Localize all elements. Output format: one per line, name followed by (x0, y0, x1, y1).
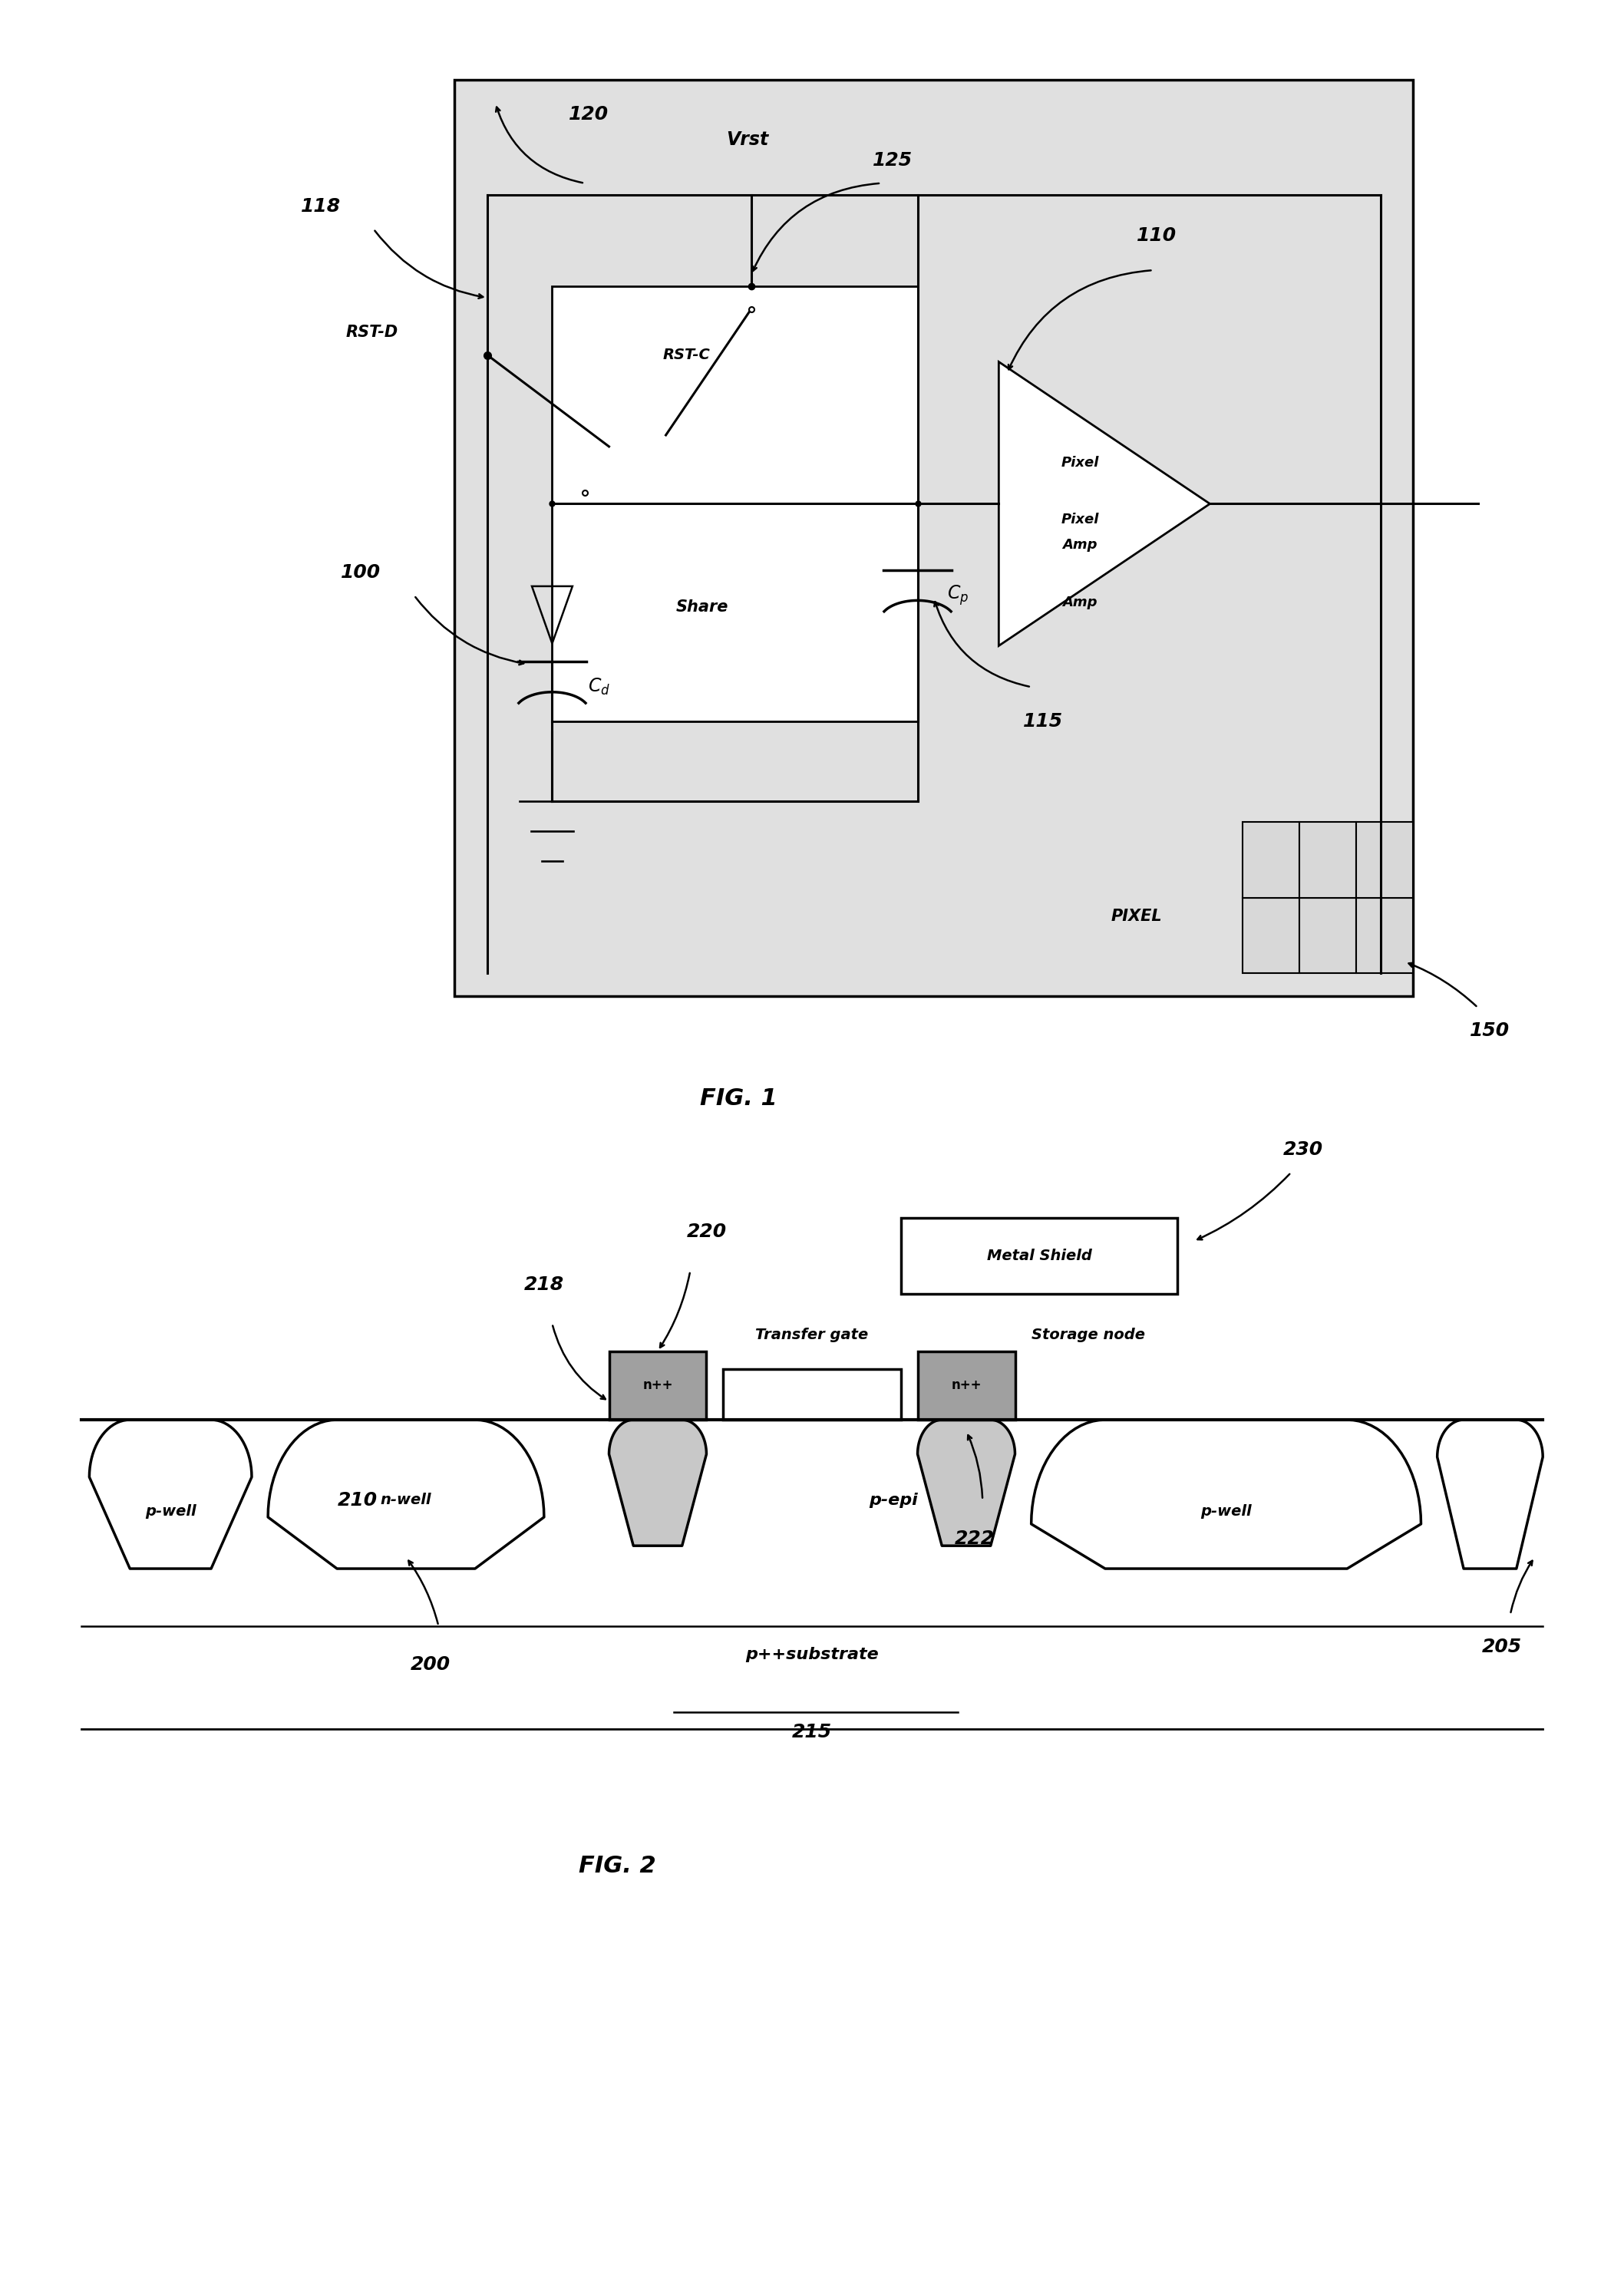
Text: p-epi: p-epi (869, 1493, 918, 1507)
Text: p++substrate: p++substrate (745, 1647, 879, 1663)
Text: 222: 222 (955, 1530, 994, 1548)
Bar (1356, 898, 1413, 973)
Text: 150: 150 (1470, 1021, 1510, 1040)
Polygon shape (918, 1420, 1015, 1546)
Text: 210: 210 (338, 1491, 377, 1509)
Bar (455, 80, 1413, 996)
Polygon shape (609, 1420, 706, 1546)
Text: 220: 220 (687, 1223, 728, 1241)
Bar (1299, 898, 1356, 973)
Text: Pixel: Pixel (1060, 456, 1099, 469)
Text: n++: n++ (643, 1379, 672, 1392)
Text: 110: 110 (1137, 227, 1177, 245)
Text: RST-C: RST-C (663, 348, 710, 362)
Text: Transfer gate: Transfer gate (755, 1328, 869, 1342)
Text: Amp: Amp (1062, 538, 1098, 552)
Bar (723, 1369, 901, 1420)
Bar (1356, 822, 1413, 898)
Text: 205: 205 (1483, 1637, 1522, 1656)
Text: 120: 120 (568, 105, 609, 124)
Text: p-well: p-well (1200, 1505, 1252, 1518)
Text: FIG. 2: FIG. 2 (578, 1855, 656, 1878)
Text: 230: 230 (1283, 1140, 1324, 1159)
Text: FIG. 1: FIG. 1 (700, 1088, 778, 1111)
Text: 125: 125 (874, 151, 913, 169)
Text: Share: Share (676, 600, 729, 614)
Text: Pixel: Pixel (1060, 513, 1099, 527)
Bar (918, 1351, 1015, 1420)
Text: 100: 100 (341, 563, 382, 582)
Text: PIXEL: PIXEL (1111, 909, 1163, 923)
Bar (901, 1218, 1177, 1294)
Bar (552, 286, 918, 721)
Text: 118: 118 (300, 197, 341, 215)
Bar (1242, 898, 1299, 973)
Text: 115: 115 (1023, 712, 1064, 731)
Bar (1242, 822, 1299, 898)
Text: Metal Shield: Metal Shield (987, 1248, 1091, 1264)
Text: Storage node: Storage node (1031, 1328, 1145, 1342)
Text: Vrst: Vrst (726, 131, 768, 149)
Text: $C_d$: $C_d$ (588, 678, 611, 696)
Bar (609, 1351, 706, 1420)
Text: n-well: n-well (380, 1493, 432, 1507)
Text: 215: 215 (793, 1724, 831, 1743)
Text: RST-D: RST-D (346, 325, 398, 339)
Polygon shape (999, 362, 1210, 646)
Text: n++: n++ (952, 1379, 981, 1392)
Text: 218: 218 (525, 1276, 564, 1294)
Text: $C_p$: $C_p$ (947, 584, 968, 607)
Text: Amp: Amp (1062, 595, 1098, 609)
Text: 200: 200 (411, 1656, 450, 1674)
Text: p-well: p-well (145, 1505, 197, 1518)
Bar (1299, 822, 1356, 898)
